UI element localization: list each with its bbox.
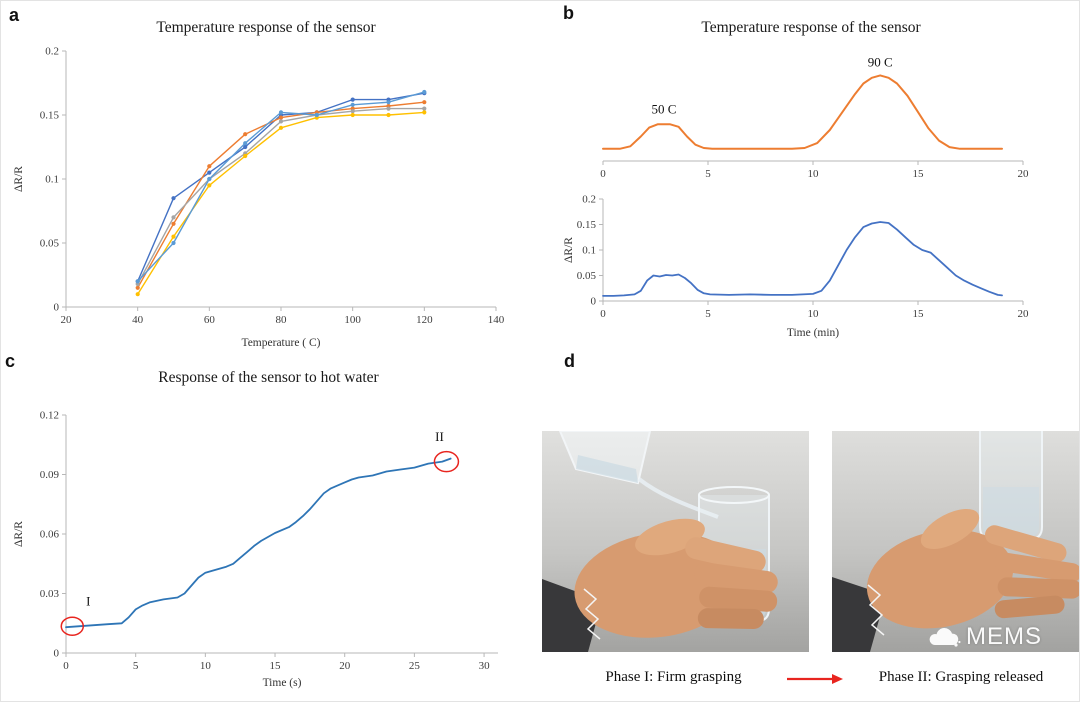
svg-text:20: 20 [339,660,351,672]
svg-text:0: 0 [600,168,606,180]
phase-arrow-head [832,674,843,684]
chart-hot-water-response: 0 5 10 15 20 25 30 0 0.03 0.06 0.09 0.12 Time (s) ΔR/… [13,410,498,689]
svg-text:20: 20 [1018,308,1030,320]
svg-text:0.06: 0.06 [40,529,60,541]
glass [979,431,1043,540]
svg-text:0.2: 0.2 [582,194,596,206]
svg-text:ΔR/R: ΔR/R [563,237,575,263]
svg-text:0: 0 [63,660,69,672]
prosthetic-hand-fist [574,518,778,638]
svg-text:0: 0 [591,296,597,308]
chart-temperature-profile: 0 5 10 15 20 50 C 90 C [600,54,1030,180]
svg-text:5: 5 [133,660,139,672]
svg-text:ΔR/R: ΔR/R [13,521,25,547]
svg-text:0.12: 0.12 [40,410,59,422]
svg-text:15: 15 [913,308,925,320]
svg-text:0.1: 0.1 [45,174,59,186]
svg-text:0: 0 [600,308,606,320]
svg-text:Time (s): Time (s) [263,677,302,689]
svg-text:Time (min): Time (min) [787,327,839,339]
svg-text:5: 5 [705,308,711,320]
prosthetic-hand-open [866,508,1079,629]
svg-text:0.1: 0.1 [582,245,596,257]
svg-text:0.15: 0.15 [40,110,60,122]
svg-text:0.03: 0.03 [40,588,60,600]
phase-arrow-icon [787,674,843,684]
svg-text:10: 10 [808,168,820,180]
svg-text:I: I [86,593,90,608]
svg-text:5: 5 [705,168,711,180]
chart-b-title: Temperature response of the sensor [701,19,921,36]
svg-text:10: 10 [808,308,820,320]
mems-cloud-icon [929,628,961,647]
svg-text:0.2: 0.2 [45,46,59,58]
mems-watermark: MEMS [927,623,1042,651]
svg-text:0.09: 0.09 [40,469,60,481]
svg-text:80: 80 [276,314,288,326]
svg-text:50 C: 50 C [651,102,676,117]
svg-text:140: 140 [488,314,505,326]
svg-text:120: 120 [416,314,433,326]
svg-text:15: 15 [913,168,925,180]
panel-label-c: c [5,351,16,371]
chart-sensor-response-time: 0 5 10 15 20 0 0.05 0.1 0.15 0.2 Time (min) ΔR/R [563,194,1030,340]
mems-text: MEMS [966,623,1042,650]
svg-text:60: 60 [204,314,216,326]
svg-text:0.05: 0.05 [577,270,597,282]
svg-text:20: 20 [1018,168,1030,180]
water-stream [637,477,719,519]
svg-text:0.05: 0.05 [40,238,60,250]
svg-text:0: 0 [54,302,60,314]
svg-text:ΔR/R: ΔR/R [13,166,25,192]
svg-text:20: 20 [61,314,73,326]
wrist-mesh [867,584,885,636]
svg-text:40: 40 [132,314,144,326]
caption-phase-1: Phase I: Firm grasping [605,669,742,685]
svg-text:0: 0 [54,648,60,660]
svg-text:Temperature ( C): Temperature ( C) [241,337,320,349]
panel-label-d: d [564,351,575,371]
svg-text:10: 10 [200,660,212,672]
panel-label-a: a [9,5,20,25]
panel-label-b: b [563,3,574,23]
caption-phase-2: Phase II: Grasping released [878,669,1044,685]
wrist-mesh [583,588,601,640]
svg-text:II: II [435,429,444,444]
svg-text:90 C: 90 C [868,54,893,69]
photo-grasp-released [832,431,1079,652]
svg-text:0.15: 0.15 [577,219,597,231]
svg-text:15: 15 [270,660,282,672]
chart-c-title: Response of the sensor to hot water [158,369,379,386]
svg-text:25: 25 [409,660,421,672]
chart-a-title: Temperature response of the sensor [156,19,376,36]
pitcher [558,431,652,485]
chart-temperature-response-multi: 20 40 60 80 100 120 140 0 0.05 0.1 0.15 0.2 Temperat… [13,46,505,350]
svg-text:100: 100 [344,314,361,326]
photo-firm-grasping [542,431,809,652]
svg-text:30: 30 [479,660,491,672]
